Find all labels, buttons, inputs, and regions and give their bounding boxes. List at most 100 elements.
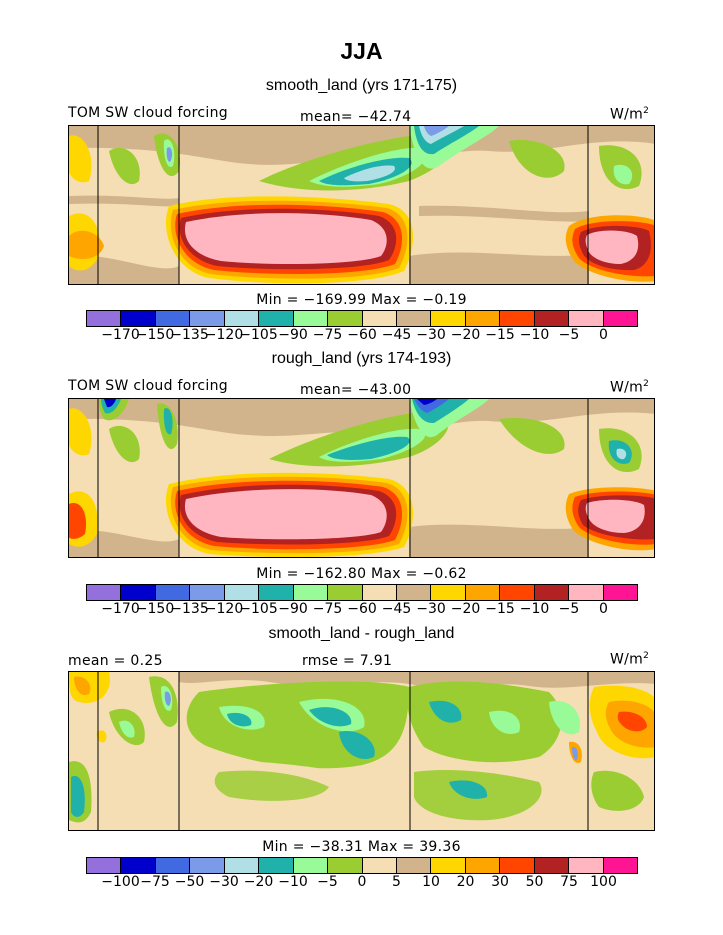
colorbar-tick-label: −20 bbox=[450, 327, 481, 343]
colorbar-tick-label: −60 bbox=[347, 601, 377, 617]
colorbar-swatch bbox=[603, 858, 637, 873]
colorbar-tick-label: −135 bbox=[170, 601, 209, 617]
colorbar-swatch bbox=[465, 858, 501, 873]
colorbar-swatch bbox=[431, 858, 466, 873]
colorbar-tick-label: −105 bbox=[239, 327, 278, 343]
colorbar-swatch bbox=[190, 585, 225, 600]
colorbar-swatch bbox=[534, 311, 570, 326]
colorbar-tick-label: −90 bbox=[278, 327, 308, 343]
panel1-field-label: TOM SW cloud forcing bbox=[68, 105, 228, 121]
colorbar-tick-label: −120 bbox=[204, 601, 244, 617]
colorbar-tick-label: −100 bbox=[101, 874, 140, 890]
colorbar-swatch bbox=[87, 858, 122, 873]
colorbar-tick-label: −105 bbox=[239, 601, 278, 617]
colorbar-swatch bbox=[328, 585, 363, 600]
colorbar-tick-label: 75 bbox=[560, 874, 578, 890]
panel2-colorbar-ticks: −170 −150 −135 −120 −105 −90 −75 −60 −45 −30 −20 −1… bbox=[86, 601, 638, 619]
colorbar-swatch bbox=[396, 585, 432, 600]
colorbar-tick-label: −90 bbox=[278, 601, 308, 617]
colorbar-tick-label: −135 bbox=[170, 327, 209, 343]
colorbar-tick-label: −75 bbox=[312, 327, 343, 343]
colorbar-tick-label: 5 bbox=[392, 874, 401, 890]
colorbar-tick-label: −45 bbox=[381, 327, 412, 343]
colorbar-swatch bbox=[396, 311, 432, 326]
colorbar-swatch bbox=[259, 311, 294, 326]
colorbar-tick-label: −120 bbox=[204, 327, 244, 343]
panel2-mean-label: mean= −43.00 bbox=[300, 382, 412, 398]
colorbar-swatch bbox=[293, 858, 329, 873]
colorbar-tick-label: 0 bbox=[599, 327, 608, 343]
colorbar-tick-label: −10 bbox=[519, 601, 550, 617]
colorbar-swatch bbox=[155, 858, 191, 873]
colorbar-swatch bbox=[603, 311, 637, 326]
colorbar-swatch bbox=[431, 311, 466, 326]
colorbar-tick-label: −45 bbox=[381, 601, 412, 617]
colorbar-swatch bbox=[431, 585, 466, 600]
colorbar-swatch bbox=[569, 311, 604, 326]
colorbar-swatch bbox=[155, 585, 191, 600]
colorbar-swatch bbox=[328, 311, 363, 326]
colorbar-swatch bbox=[121, 585, 156, 600]
colorbar-tick-label: −75 bbox=[312, 601, 343, 617]
colorbar-tick-label: 0 bbox=[599, 601, 608, 617]
panel2-map bbox=[68, 398, 655, 558]
panel1-colorbar-ticks: −170 −150 −135 −120 −105 −90 −75 −60 −45 −30 −20 −1… bbox=[86, 327, 638, 345]
colorbar-tick-label: −150 bbox=[135, 601, 175, 617]
colorbar-tick-label: 30 bbox=[491, 874, 509, 890]
colorbar-swatch bbox=[465, 585, 501, 600]
colorbar-tick-label: −5 bbox=[558, 601, 580, 617]
colorbar-swatch bbox=[224, 311, 260, 326]
panel1-contour-field bbox=[69, 126, 654, 284]
panel3-mean-label: mean = 0.25 bbox=[68, 653, 163, 669]
colorbar-tick-label: −15 bbox=[485, 601, 515, 617]
colorbar-tick-label: −20 bbox=[450, 601, 481, 617]
colorbar-swatch bbox=[569, 585, 604, 600]
colorbar-swatch bbox=[500, 858, 535, 873]
colorbar-swatch bbox=[603, 585, 637, 600]
panel1-map bbox=[68, 125, 655, 285]
colorbar-tick-label: −75 bbox=[140, 874, 170, 890]
colorbar-swatch bbox=[328, 858, 363, 873]
colorbar-tick-label: −50 bbox=[174, 874, 205, 890]
panel2-colorbar bbox=[86, 584, 638, 601]
panel2-units-label: W/m2 bbox=[610, 379, 650, 396]
panel1-mean-label: mean= −42.74 bbox=[300, 109, 412, 125]
colorbar-tick-label: −5 bbox=[317, 874, 338, 890]
colorbar-swatch bbox=[259, 858, 294, 873]
panel2-contour-field bbox=[69, 399, 654, 557]
colorbar-swatch bbox=[87, 311, 122, 326]
panel1-minmax: Min = −169.99 Max = −0.19 bbox=[256, 292, 467, 308]
panel2-subtitle: rough_land (yrs 174-193) bbox=[271, 350, 452, 367]
colorbar-swatch bbox=[121, 858, 156, 873]
colorbar-swatch bbox=[534, 858, 570, 873]
colorbar-tick-label: −30 bbox=[209, 874, 239, 890]
colorbar-swatch bbox=[293, 311, 329, 326]
colorbar-swatch bbox=[259, 585, 294, 600]
colorbar-swatch bbox=[362, 585, 397, 600]
colorbar-swatch bbox=[224, 858, 260, 873]
colorbar-swatch bbox=[293, 585, 329, 600]
colorbar-tick-label: −20 bbox=[243, 874, 274, 890]
colorbar-tick-label: −10 bbox=[519, 327, 550, 343]
colorbar-tick-label: 0 bbox=[357, 874, 367, 890]
colorbar-tick-label: −15 bbox=[485, 327, 515, 343]
colorbar-swatch bbox=[224, 585, 260, 600]
colorbar-swatch bbox=[569, 858, 604, 873]
colorbar-swatch bbox=[190, 858, 225, 873]
panel2-field-label: TOM SW cloud forcing bbox=[68, 378, 228, 394]
colorbar-swatch bbox=[362, 858, 397, 873]
colorbar-swatch bbox=[500, 311, 535, 326]
panel1-subtitle: smooth_land (yrs 171-175) bbox=[265, 77, 458, 94]
colorbar-swatch bbox=[362, 311, 397, 326]
colorbar-tick-label: −170 bbox=[101, 327, 140, 343]
panel1-colorbar bbox=[86, 310, 638, 327]
colorbar-tick-label: −30 bbox=[416, 601, 446, 617]
colorbar-tick-label: −150 bbox=[135, 327, 175, 343]
colorbar-tick-label: 100 bbox=[590, 874, 617, 890]
colorbar-swatch bbox=[190, 311, 225, 326]
colorbar-swatch bbox=[500, 585, 535, 600]
figure-title: JJA bbox=[340, 38, 383, 64]
panel3-colorbar-ticks: −100 −75 −50 −30 −20 −10 −5 0 5 10 20 30 50 75 100 bbox=[86, 874, 638, 892]
colorbar-tick-label: −170 bbox=[101, 601, 140, 617]
colorbar-swatch bbox=[396, 858, 432, 873]
